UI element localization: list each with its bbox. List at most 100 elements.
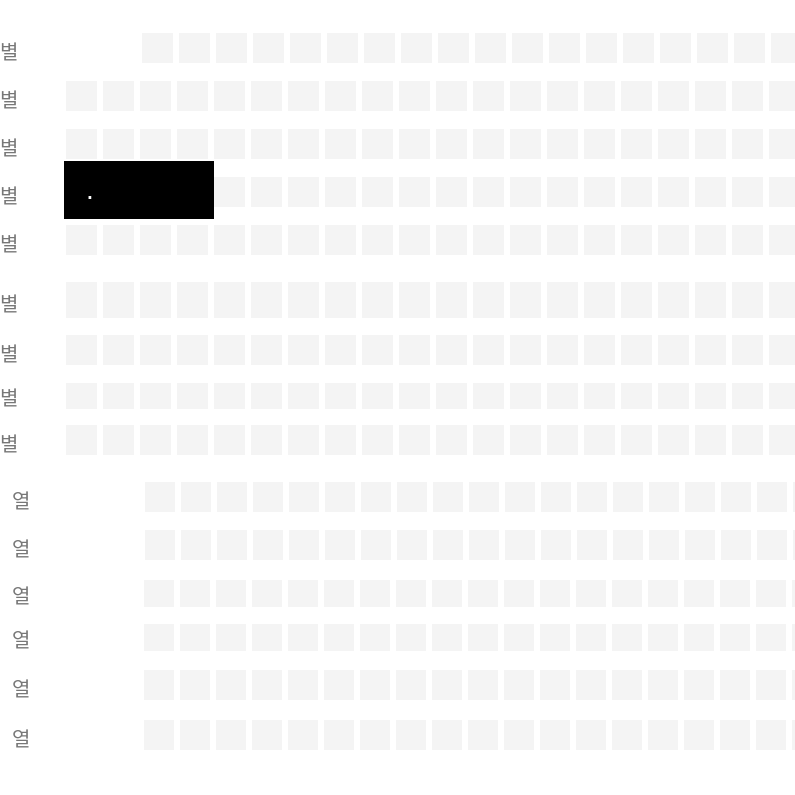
- seat-cell[interactable]: [685, 482, 715, 512]
- seat-cell[interactable]: [252, 670, 282, 700]
- seat-cell[interactable]: [362, 225, 393, 255]
- seat-cell[interactable]: [66, 383, 97, 409]
- seat-cell[interactable]: [253, 33, 284, 63]
- seat-cell[interactable]: [436, 81, 467, 111]
- seat-cell[interactable]: [769, 81, 795, 111]
- seat-cell[interactable]: [251, 177, 282, 207]
- seat-cell[interactable]: [621, 335, 652, 365]
- seat-cell[interactable]: [734, 33, 765, 63]
- seat-cell[interactable]: [612, 580, 642, 607]
- seat-cell[interactable]: [468, 720, 498, 750]
- seat-cell[interactable]: [214, 383, 245, 409]
- seat-cell[interactable]: [658, 81, 689, 111]
- seat-cell[interactable]: [695, 282, 726, 318]
- seat-cell[interactable]: [468, 580, 498, 607]
- seat-cell[interactable]: [732, 282, 763, 318]
- seat-cell[interactable]: [360, 624, 390, 651]
- seat-cell[interactable]: [397, 530, 427, 560]
- seat-cell[interactable]: [103, 81, 134, 111]
- seat-cell[interactable]: [584, 81, 615, 111]
- seat-cell[interactable]: [325, 81, 356, 111]
- seat-cell[interactable]: [438, 33, 469, 63]
- seat-cell[interactable]: [251, 383, 282, 409]
- seat-cell[interactable]: [145, 530, 175, 560]
- seat-cell[interactable]: [547, 129, 578, 159]
- seat-cell[interactable]: [695, 129, 726, 159]
- seat-cell[interactable]: [66, 425, 97, 455]
- seat-cell[interactable]: [177, 225, 208, 255]
- seat-cell[interactable]: [473, 81, 504, 111]
- seat-cell[interactable]: [756, 624, 786, 651]
- seat-cell[interactable]: [179, 33, 210, 63]
- seat-cell[interactable]: [473, 335, 504, 365]
- seat-cell[interactable]: [505, 530, 535, 560]
- seat-cell[interactable]: [325, 425, 356, 455]
- seat-cell[interactable]: [432, 624, 462, 651]
- seat-cell[interactable]: [180, 580, 210, 607]
- seat-cell[interactable]: [180, 670, 210, 700]
- seat-cell[interactable]: [144, 670, 174, 700]
- seat-cell[interactable]: [695, 383, 726, 409]
- seat-cell[interactable]: [66, 225, 97, 255]
- seat-cell[interactable]: [144, 624, 174, 651]
- seat-cell[interactable]: [732, 383, 763, 409]
- seat-cell[interactable]: [251, 225, 282, 255]
- seat-cell[interactable]: [684, 624, 714, 651]
- seat-cell[interactable]: [180, 720, 210, 750]
- seat-cell[interactable]: [473, 383, 504, 409]
- seat-cell[interactable]: [140, 81, 171, 111]
- seat-cell[interactable]: [214, 282, 245, 318]
- seat-cell[interactable]: [325, 383, 356, 409]
- seat-cell[interactable]: [362, 335, 393, 365]
- seat-cell[interactable]: [362, 129, 393, 159]
- seat-cell[interactable]: [251, 425, 282, 455]
- seat-cell[interactable]: [325, 530, 355, 560]
- seat-cell[interactable]: [732, 425, 763, 455]
- seat-cell[interactable]: [621, 81, 652, 111]
- seat-cell[interactable]: [140, 335, 171, 365]
- seat-cell[interactable]: [177, 81, 208, 111]
- seat-cell[interactable]: [360, 720, 390, 750]
- seat-cell[interactable]: [576, 670, 606, 700]
- seat-cell[interactable]: [288, 335, 319, 365]
- seat-cell[interactable]: [577, 482, 607, 512]
- seat-cell[interactable]: [324, 580, 354, 607]
- seat-cell[interactable]: [732, 177, 763, 207]
- seat-cell[interactable]: [547, 335, 578, 365]
- seat-cell[interactable]: [181, 530, 211, 560]
- seat-cell[interactable]: [473, 425, 504, 455]
- seat-cell[interactable]: [362, 425, 393, 455]
- seat-cell[interactable]: [771, 33, 795, 63]
- seat-cell[interactable]: [362, 81, 393, 111]
- seat-cell[interactable]: [510, 129, 541, 159]
- seat-cell[interactable]: [769, 129, 795, 159]
- seat-cell[interactable]: [144, 720, 174, 750]
- seat-cell[interactable]: [360, 580, 390, 607]
- seat-cell[interactable]: [360, 670, 390, 700]
- seat-cell[interactable]: [769, 177, 795, 207]
- seat-cell[interactable]: [658, 177, 689, 207]
- seat-cell[interactable]: [216, 720, 246, 750]
- seat-cell[interactable]: [103, 225, 134, 255]
- seat-cell[interactable]: [621, 383, 652, 409]
- seat-cell[interactable]: [140, 383, 171, 409]
- seat-cell[interactable]: [756, 670, 786, 700]
- seat-cell[interactable]: [658, 225, 689, 255]
- seat-cell[interactable]: [288, 624, 318, 651]
- seat-cell[interactable]: [288, 81, 319, 111]
- seat-cell[interactable]: [288, 129, 319, 159]
- seat-cell[interactable]: [584, 425, 615, 455]
- seat-cell[interactable]: [216, 624, 246, 651]
- seat-cell[interactable]: [401, 33, 432, 63]
- seat-cell[interactable]: [177, 129, 208, 159]
- seat-cell[interactable]: [547, 425, 578, 455]
- seat-cell[interactable]: [648, 670, 678, 700]
- seat-cell[interactable]: [399, 335, 430, 365]
- seat-cell[interactable]: [288, 177, 319, 207]
- seat-cell[interactable]: [720, 580, 750, 607]
- seat-cell[interactable]: [684, 720, 714, 750]
- seat-cell[interactable]: [253, 530, 283, 560]
- seat-cell[interactable]: [103, 425, 134, 455]
- seat-cell[interactable]: [720, 624, 750, 651]
- seat-cell[interactable]: [216, 580, 246, 607]
